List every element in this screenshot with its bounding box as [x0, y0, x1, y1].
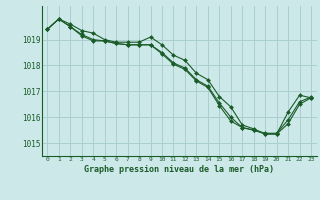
X-axis label: Graphe pression niveau de la mer (hPa): Graphe pression niveau de la mer (hPa)	[84, 165, 274, 174]
